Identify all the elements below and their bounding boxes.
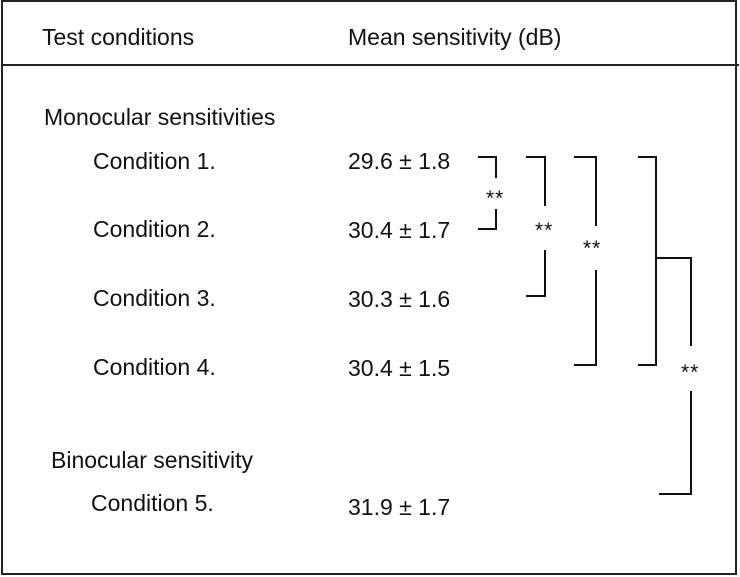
header-mean-sensitivity: Mean sensitivity (dB) xyxy=(348,24,562,50)
sensitivity-value: 30.3 ± 1.6 xyxy=(348,286,451,312)
header-test-conditions: Test conditions xyxy=(42,24,195,50)
header-divider xyxy=(1,64,739,66)
condition-label: Condition 1. xyxy=(93,148,216,174)
sensitivity-value: 30.4 ± 1.7 xyxy=(348,217,451,243)
section-title-monocular: Monocular sensitivities xyxy=(44,104,276,130)
bracket-group-vs-5 xyxy=(656,257,692,495)
bracket-1-vs-2 xyxy=(478,156,497,230)
sensitivity-value: 31.9 ± 1.7 xyxy=(348,494,451,520)
significance-stars: ** xyxy=(681,361,700,384)
bracket-group-1-4 xyxy=(638,156,657,366)
bracket-1-vs-4 xyxy=(574,156,597,366)
condition-label: Condition 3. xyxy=(93,285,216,311)
significance-stars: ** xyxy=(535,219,554,242)
section-title-binocular: Binocular sensitivity xyxy=(51,447,253,473)
condition-label: Condition 4. xyxy=(93,354,216,380)
bracket-1-vs-3 xyxy=(526,156,546,297)
condition-label: Condition 2. xyxy=(93,216,216,242)
significance-stars: ** xyxy=(583,237,602,260)
sensitivity-value: 30.4 ± 1.5 xyxy=(348,355,451,381)
sensitivity-value: 29.6 ± 1.8 xyxy=(348,148,451,174)
significance-stars: ** xyxy=(486,187,505,210)
condition-label: Condition 5. xyxy=(91,490,214,516)
